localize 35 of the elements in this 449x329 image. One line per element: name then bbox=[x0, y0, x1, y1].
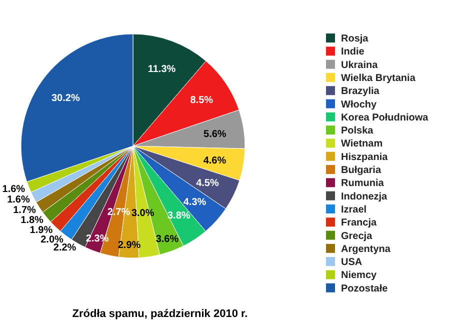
legend-label: Ukraina bbox=[341, 60, 378, 71]
data-label: 4.5% bbox=[196, 178, 220, 189]
legend-label: Indie bbox=[341, 46, 365, 58]
legend-label: Hiszpania bbox=[341, 152, 388, 163]
legend-label: Argentyna bbox=[341, 244, 391, 255]
legend-label: Brazylia bbox=[341, 86, 380, 98]
legend-label: Włochy bbox=[341, 99, 377, 110]
legend-label: Niemcy bbox=[341, 270, 378, 282]
data-label: 5.6% bbox=[204, 128, 226, 140]
data-label: 4.3% bbox=[183, 196, 206, 208]
legend-label: Rosja bbox=[341, 34, 369, 44]
legend-label: Polska bbox=[341, 126, 374, 137]
legend-label: USA bbox=[341, 257, 362, 268]
data-label: 1.6% bbox=[2, 184, 26, 195]
legend-label: Indonezja bbox=[341, 191, 388, 202]
legend-label: Rumunia bbox=[341, 178, 384, 190]
legend-label: Grecja bbox=[341, 230, 373, 242]
data-label: 3.6% bbox=[156, 234, 179, 245]
data-label: 4.6% bbox=[203, 155, 226, 166]
legend-label: Wielka Brytania bbox=[341, 72, 416, 84]
data-label: 1.6% bbox=[7, 194, 30, 206]
legend-label: Bułgaria bbox=[341, 165, 382, 176]
data-label: 2.2% bbox=[53, 242, 76, 254]
legend-label: Korea Południowa bbox=[341, 112, 429, 124]
data-label: 11.3% bbox=[148, 64, 176, 75]
legend-label: Francja bbox=[341, 218, 378, 229]
data-label: 8.5% bbox=[190, 95, 214, 106]
data-label: 1.7% bbox=[13, 204, 36, 216]
data-label: 1.9% bbox=[30, 225, 53, 236]
legend-label: Wietnam bbox=[341, 138, 383, 150]
data-label: 30.2% bbox=[52, 93, 80, 104]
data-label: 1.8% bbox=[20, 215, 44, 226]
text: Zródła spamu, październik 2010 r. bbox=[72, 308, 248, 320]
legend-label: Pozostałe bbox=[341, 283, 388, 294]
legend-label: Izrael bbox=[341, 204, 367, 216]
